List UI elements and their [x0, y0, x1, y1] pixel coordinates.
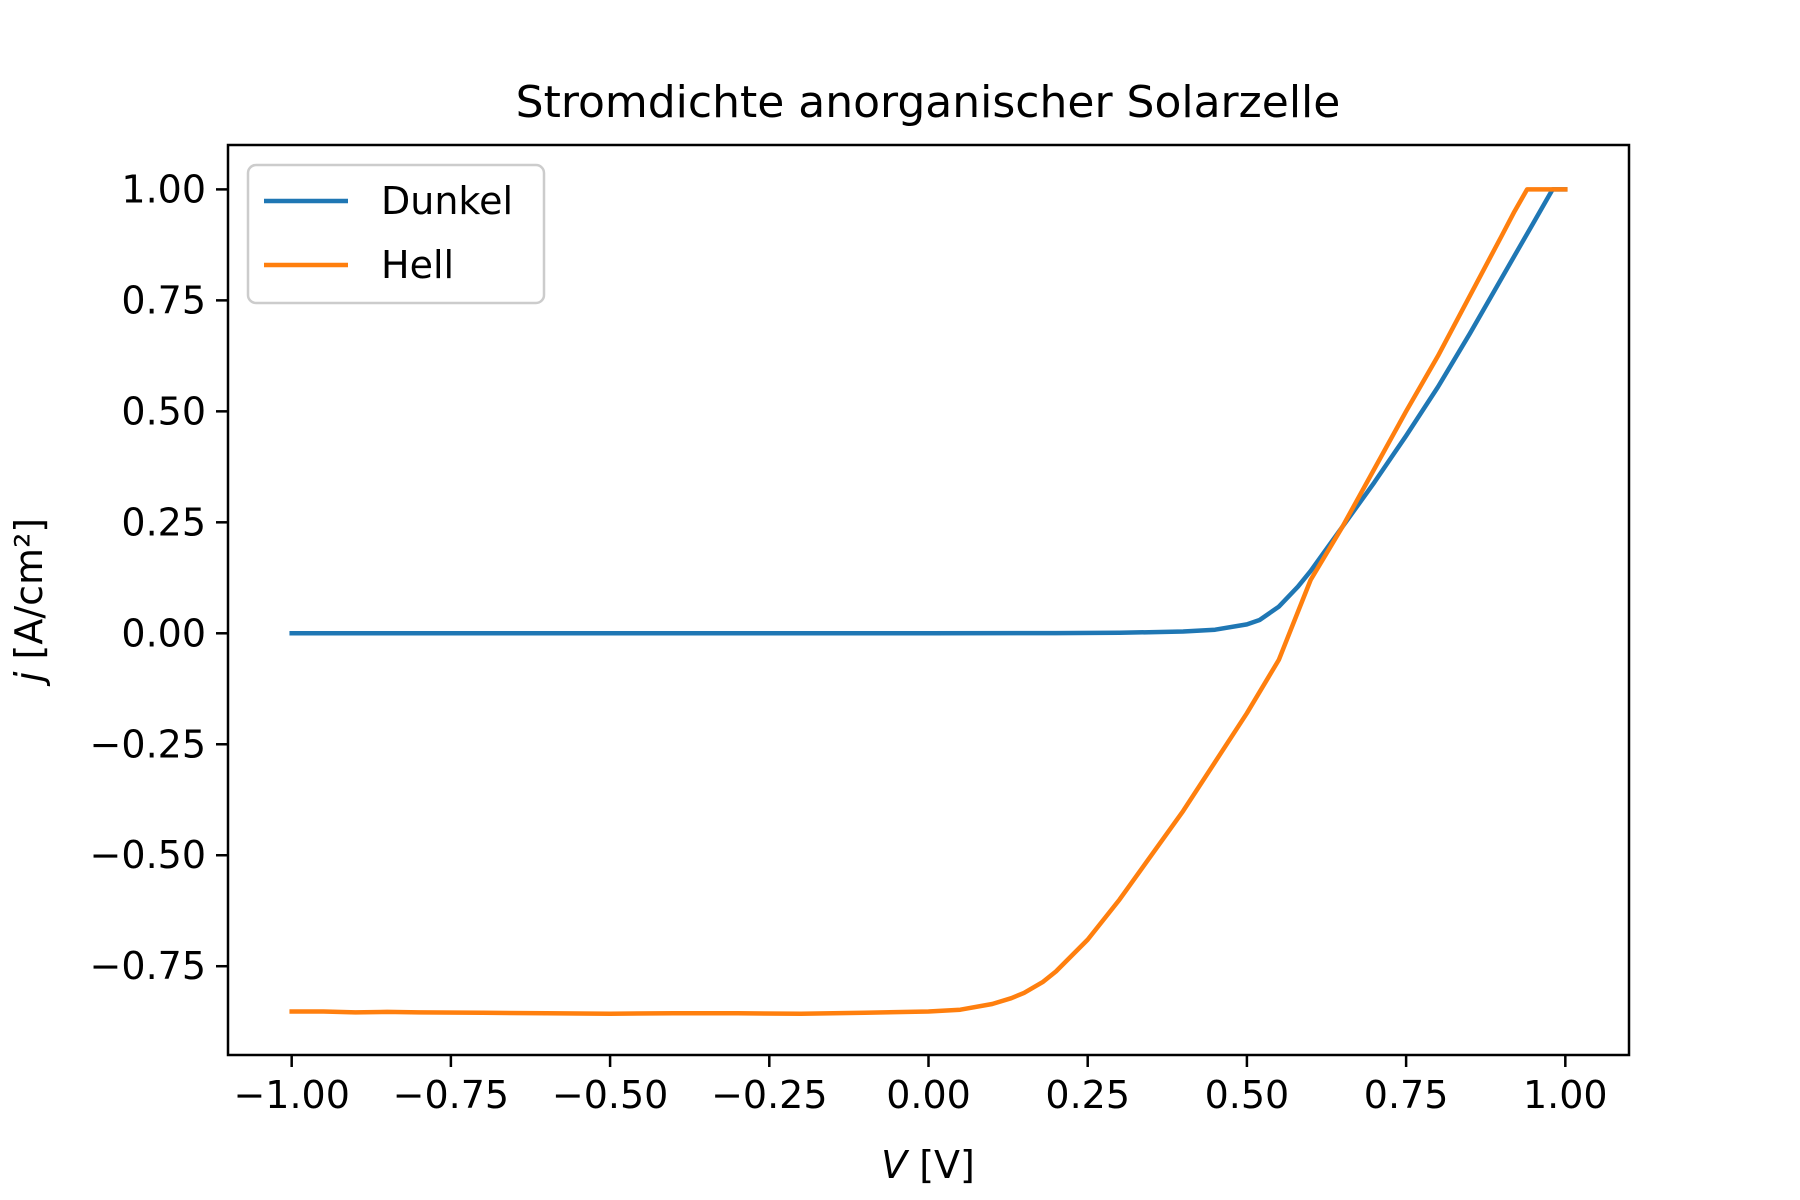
x-tick-label: 1.00: [1523, 1073, 1608, 1117]
plot-area: [289, 187, 1568, 1016]
y-tick-label: 0.00: [121, 611, 206, 655]
y-axis-label-unit: [A/cm²]: [7, 518, 51, 672]
y-tick-label: 0.50: [121, 389, 206, 433]
y-tick-label: 0.25: [121, 500, 206, 544]
x-tick-label: 0.25: [1045, 1073, 1130, 1117]
x-axis-label-var: V: [881, 1143, 910, 1187]
y-tick-label: −0.25: [90, 722, 206, 766]
y-tick-label: −0.75: [90, 944, 206, 988]
chart-title: Stromdichte anorganischer Solarzelle: [516, 77, 1341, 128]
x-tick-label: 0.00: [886, 1073, 971, 1117]
y-axis-label-var: j: [7, 671, 51, 687]
x-tick-label: −0.25: [711, 1073, 827, 1117]
y-axis-label: j [A/cm²]: [7, 518, 51, 687]
x-tick-label: 0.75: [1364, 1073, 1449, 1117]
legend-label-dunkel: Dunkel: [381, 179, 513, 223]
y-tick-label: 1.00: [121, 167, 206, 211]
x-tick-label: 0.50: [1205, 1073, 1290, 1117]
y-axis: −0.75 −0.50 −0.25 0.00 0.25 0.50 0.75 1.00: [90, 167, 228, 988]
x-axis-label-unit: [V]: [907, 1143, 975, 1187]
legend: Dunkel Hell: [246, 163, 546, 305]
x-tick-label: −0.50: [552, 1073, 668, 1117]
x-tick-label: −1.00: [233, 1073, 349, 1117]
series-line-dunkel: [289, 187, 1568, 636]
x-axis: −1.00 −0.75 −0.50 −0.25 0.00 0.25 0.50 0.75 1.00: [233, 1055, 1608, 1117]
series-line-hell: [289, 187, 1568, 1016]
x-axis-label: V [V]: [881, 1143, 975, 1187]
y-tick-label: 0.75: [121, 278, 206, 322]
y-tick-label: −0.50: [90, 833, 206, 877]
legend-label-hell: Hell: [381, 243, 454, 287]
x-tick-label: −0.75: [393, 1073, 509, 1117]
